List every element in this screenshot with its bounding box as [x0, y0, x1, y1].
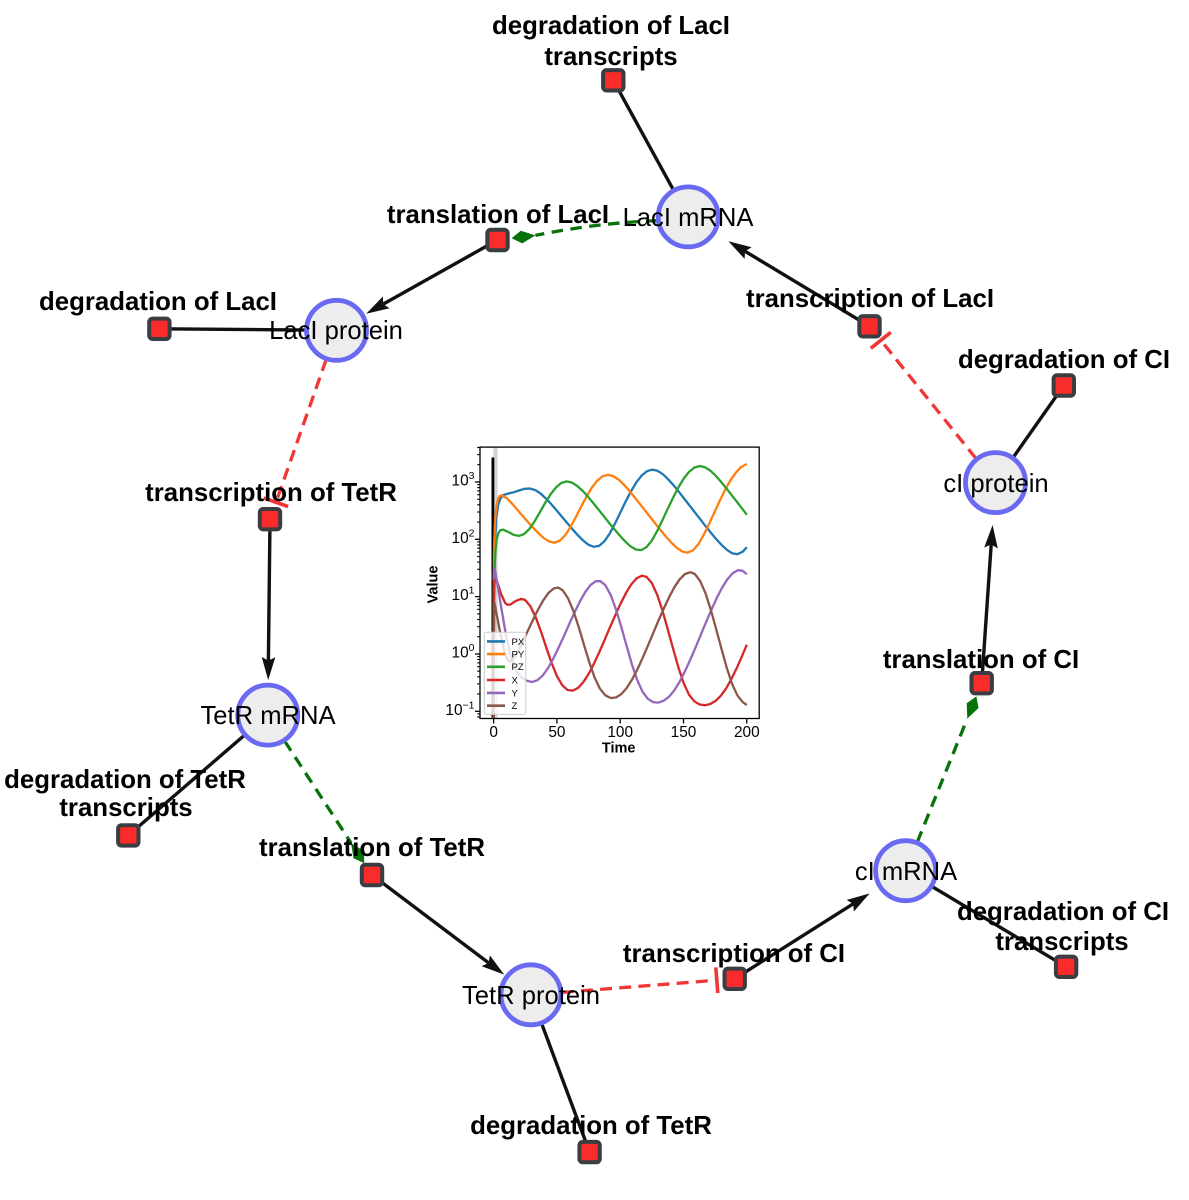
svg-text:transcripts: transcripts [995, 928, 1128, 956]
svg-text:degradation of CI: degradation of CI [957, 898, 1169, 926]
svg-text:translation of TetR: translation of TetR [259, 834, 485, 862]
svg-text:degradation of TetR: degradation of TetR [4, 766, 246, 794]
svg-text:Y: Y [512, 688, 519, 699]
svg-text:TetR protein: TetR protein [462, 982, 600, 1010]
svg-text:degradation of LacI: degradation of LacI [39, 288, 277, 316]
svg-text:translation of LacI: translation of LacI [387, 201, 609, 229]
svg-text:degradation of TetR: degradation of TetR [470, 1112, 712, 1140]
svg-text:LacI protein: LacI protein [269, 317, 403, 345]
svg-text:transcription of TetR: transcription of TetR [145, 479, 397, 507]
svg-text:0: 0 [489, 724, 498, 741]
svg-text:100: 100 [452, 642, 475, 662]
svg-text:Value: Value [426, 566, 442, 604]
svg-text:200: 200 [734, 724, 760, 741]
svg-text:translation of CI: translation of CI [883, 646, 1079, 674]
svg-text:X: X [512, 675, 519, 686]
svg-text:degradation of CI: degradation of CI [958, 346, 1170, 374]
svg-text:LacI mRNA: LacI mRNA [623, 204, 755, 232]
svg-text:150: 150 [671, 724, 697, 741]
svg-text:transcripts: transcripts [544, 43, 677, 71]
svg-text:Time: Time [602, 741, 636, 757]
svg-text:100: 100 [607, 724, 633, 741]
svg-text:101: 101 [452, 585, 475, 605]
svg-text:PY: PY [512, 650, 525, 661]
svg-text:10−1: 10−1 [445, 699, 474, 719]
svg-text:103: 103 [452, 470, 475, 490]
svg-text:degradation of LacI: degradation of LacI [492, 12, 730, 40]
svg-text:transcription of LacI: transcription of LacI [746, 285, 994, 313]
svg-text:cI protein: cI protein [943, 470, 1048, 498]
svg-text:transcription of CI: transcription of CI [623, 940, 845, 968]
svg-text:PX: PX [512, 637, 525, 648]
svg-text:TetR mRNA: TetR mRNA [200, 702, 336, 730]
svg-text:50: 50 [548, 724, 565, 741]
svg-text:PZ: PZ [512, 662, 524, 673]
svg-text:Z: Z [512, 701, 518, 712]
svg-text:102: 102 [452, 527, 475, 547]
svg-text:cI mRNA: cI mRNA [855, 858, 958, 886]
svg-text:transcripts: transcripts [59, 794, 192, 822]
